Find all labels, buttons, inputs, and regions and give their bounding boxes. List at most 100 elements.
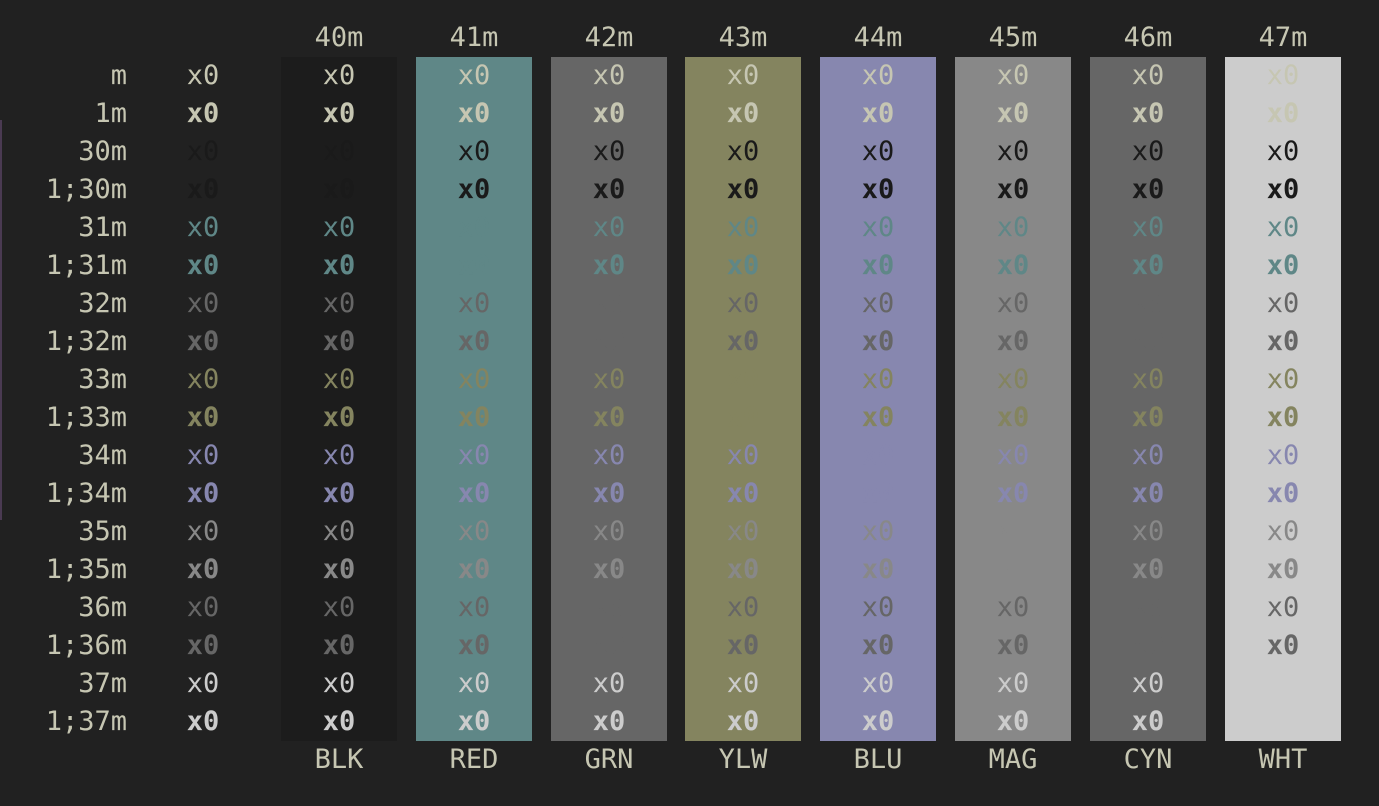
sample-text-cell: x0 bbox=[726, 364, 760, 395]
sample-text-cell: x0 bbox=[726, 478, 760, 509]
sample-text-cell: x0 bbox=[861, 554, 895, 585]
sample-text-no-bg: x0 bbox=[186, 630, 220, 661]
row-label: 37m bbox=[78, 668, 127, 699]
bg-column-red bbox=[416, 57, 532, 741]
bg-column-grn bbox=[551, 57, 667, 741]
sample-text-cell: x0 bbox=[1131, 440, 1165, 471]
column-header-code: 46m bbox=[1123, 22, 1173, 53]
window-edge bbox=[0, 120, 2, 520]
sample-text-cell: x0 bbox=[1131, 174, 1165, 205]
sample-text-cell: x0 bbox=[322, 592, 356, 623]
sample-text-no-bg: x0 bbox=[186, 326, 220, 357]
sample-text-cell: x0 bbox=[1266, 440, 1300, 471]
sample-text-cell: x0 bbox=[1131, 668, 1165, 699]
sample-text-cell: x0 bbox=[457, 364, 491, 395]
sample-text-cell: x0 bbox=[592, 364, 626, 395]
sample-text-cell: x0 bbox=[322, 630, 356, 661]
sample-text-cell: x0 bbox=[996, 554, 1030, 585]
sample-text-cell: x0 bbox=[861, 288, 895, 319]
sample-text-cell: x0 bbox=[726, 326, 760, 357]
sample-text-cell: x0 bbox=[592, 288, 626, 319]
sample-text-cell: x0 bbox=[726, 60, 760, 91]
sample-text-cell: x0 bbox=[322, 60, 356, 91]
sample-text-cell: x0 bbox=[861, 516, 895, 547]
sample-text-cell: x0 bbox=[996, 668, 1030, 699]
sample-text-cell: x0 bbox=[861, 98, 895, 129]
sample-text-cell: x0 bbox=[592, 440, 626, 471]
sample-text-no-bg: x0 bbox=[186, 250, 220, 281]
sample-text-cell: x0 bbox=[1131, 402, 1165, 433]
sample-text-cell: x0 bbox=[1131, 554, 1165, 585]
sample-text-cell: x0 bbox=[861, 136, 895, 167]
sample-text-cell: x0 bbox=[322, 440, 356, 471]
sample-text-cell: x0 bbox=[726, 706, 760, 737]
sample-text-cell: x0 bbox=[1131, 98, 1165, 129]
sample-text-cell: x0 bbox=[322, 402, 356, 433]
sample-text-cell: x0 bbox=[861, 364, 895, 395]
sample-text-cell: x0 bbox=[592, 212, 626, 243]
sample-text-cell: x0 bbox=[996, 630, 1030, 661]
row-label: 34m bbox=[78, 440, 127, 471]
bg-column-blu bbox=[820, 57, 936, 741]
sample-text-cell: x0 bbox=[996, 706, 1030, 737]
sample-text-cell: x0 bbox=[1266, 630, 1300, 661]
sample-text-cell: x0 bbox=[457, 440, 491, 471]
row-label: 1;32m bbox=[45, 326, 127, 357]
row-label: 35m bbox=[78, 516, 127, 547]
sample-text-cell: x0 bbox=[592, 706, 626, 737]
sample-text-cell: x0 bbox=[996, 592, 1030, 623]
sample-text-cell: x0 bbox=[1266, 326, 1300, 357]
sample-text-cell: x0 bbox=[1131, 326, 1165, 357]
row-label: 1m bbox=[94, 98, 127, 129]
column-footer-label: RED bbox=[449, 744, 499, 775]
sample-text-cell: x0 bbox=[457, 174, 491, 205]
sample-text-cell: x0 bbox=[861, 250, 895, 281]
bg-column-wht bbox=[1225, 57, 1341, 741]
sample-text-cell: x0 bbox=[861, 326, 895, 357]
column-footer-label: YLW bbox=[718, 744, 768, 775]
row-label: 33m bbox=[78, 364, 127, 395]
sample-text-cell: x0 bbox=[996, 60, 1030, 91]
row-label: 1;30m bbox=[45, 174, 127, 205]
sample-text-cell: x0 bbox=[457, 516, 491, 547]
sample-text-cell: x0 bbox=[996, 174, 1030, 205]
sample-text-cell: x0 bbox=[1131, 364, 1165, 395]
sample-text-cell: x0 bbox=[861, 212, 895, 243]
sample-text-cell: x0 bbox=[726, 174, 760, 205]
sample-text-cell: x0 bbox=[1266, 478, 1300, 509]
column-footer-label: MAG bbox=[988, 744, 1038, 775]
sample-text-cell: x0 bbox=[1266, 402, 1300, 433]
sample-text-cell: x0 bbox=[1266, 212, 1300, 243]
sample-text-cell: x0 bbox=[457, 250, 491, 281]
sample-text-cell: x0 bbox=[996, 440, 1030, 471]
sample-text-cell: x0 bbox=[1266, 554, 1300, 585]
sample-text-no-bg: x0 bbox=[186, 478, 220, 509]
column-header-code: 42m bbox=[584, 22, 634, 53]
sample-text-cell: x0 bbox=[322, 478, 356, 509]
sample-text-cell: x0 bbox=[1266, 706, 1300, 737]
sample-text-no-bg: x0 bbox=[186, 174, 220, 205]
sample-text-cell: x0 bbox=[592, 554, 626, 585]
sample-text-cell: x0 bbox=[1266, 136, 1300, 167]
sample-text-cell: x0 bbox=[1131, 288, 1165, 319]
bg-column-mag bbox=[955, 57, 1071, 741]
sample-text-cell: x0 bbox=[322, 554, 356, 585]
row-label: 1;33m bbox=[45, 402, 127, 433]
sample-text-no-bg: x0 bbox=[186, 402, 220, 433]
sample-text-cell: x0 bbox=[861, 630, 895, 661]
sample-text-cell: x0 bbox=[1131, 630, 1165, 661]
sample-text-no-bg: x0 bbox=[186, 592, 220, 623]
sample-text-cell: x0 bbox=[592, 630, 626, 661]
sample-text-cell: x0 bbox=[996, 364, 1030, 395]
sample-text-cell: x0 bbox=[322, 212, 356, 243]
sample-text-cell: x0 bbox=[322, 174, 356, 205]
sample-text-cell: x0 bbox=[1131, 212, 1165, 243]
column-footer-label: BLK bbox=[314, 744, 364, 775]
bg-column-blk bbox=[281, 57, 397, 741]
sample-text-cell: x0 bbox=[726, 554, 760, 585]
sample-text-cell: x0 bbox=[457, 212, 491, 243]
sample-text-cell: x0 bbox=[457, 136, 491, 167]
sample-text-no-bg: x0 bbox=[186, 364, 220, 395]
sample-text-cell: x0 bbox=[592, 326, 626, 357]
